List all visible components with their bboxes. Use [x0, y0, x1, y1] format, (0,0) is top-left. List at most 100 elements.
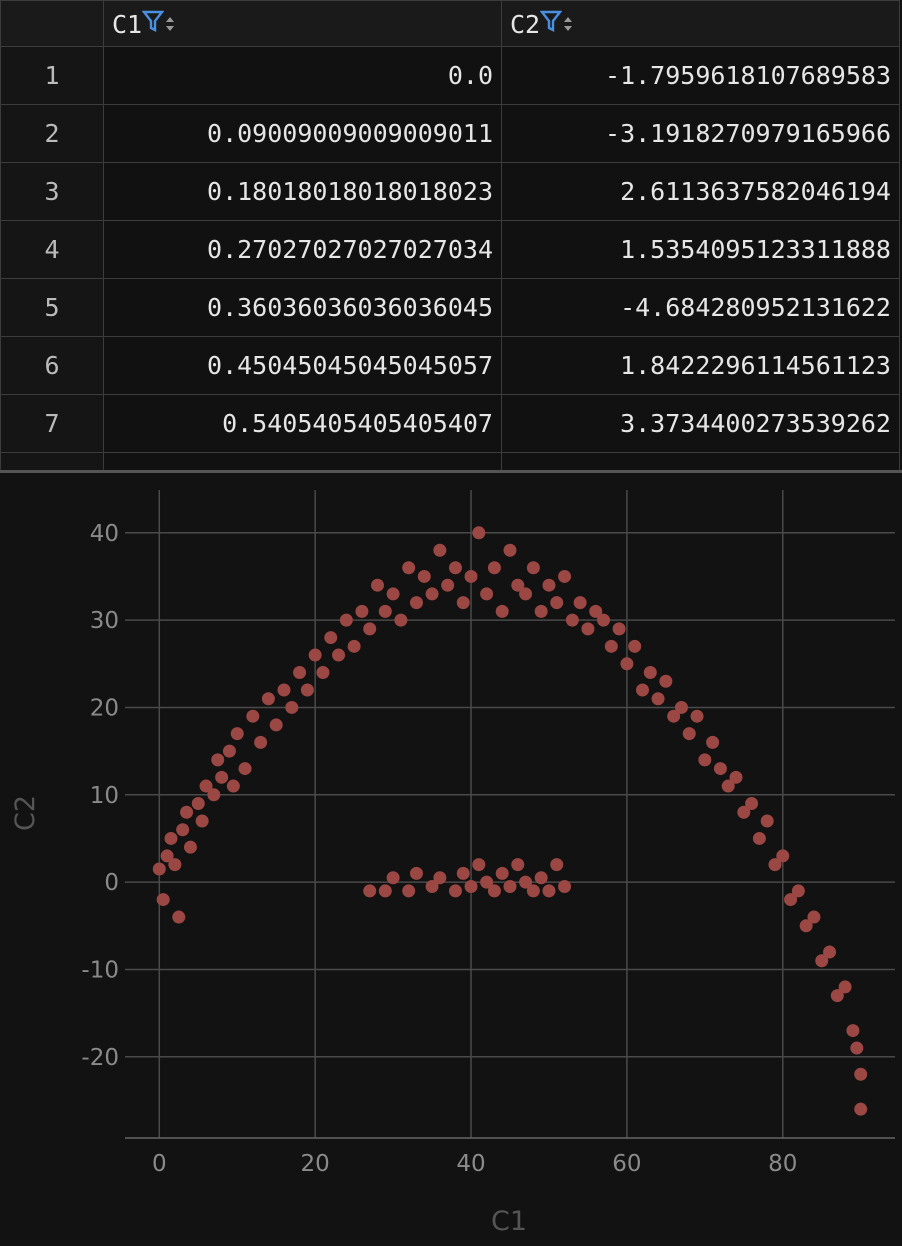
point [409, 866, 423, 880]
y-tick-label: 10 [90, 783, 119, 809]
cell: 1.5354095123311888 [501, 220, 900, 279]
row-index: 1 [0, 46, 104, 105]
header-content: C1 [112, 9, 493, 39]
point [378, 604, 392, 618]
sort-arrows [564, 16, 573, 31]
cell: -1.7959618107689583 [501, 46, 900, 105]
x-tick-label: 40 [456, 1151, 485, 1177]
point [363, 622, 377, 636]
point [417, 569, 431, 583]
point [316, 666, 330, 680]
y-tick-label: 20 [90, 695, 119, 721]
point [261, 692, 275, 706]
point [519, 587, 533, 601]
x-tick-label: 60 [612, 1151, 641, 1177]
point [752, 831, 766, 845]
cell: 2.6113637582046194 [501, 162, 900, 221]
point [371, 578, 385, 592]
point [815, 954, 829, 968]
point [230, 727, 244, 741]
point [409, 596, 423, 610]
point [176, 823, 190, 837]
point [791, 884, 805, 898]
column-header[interactable]: C2 [501, 0, 900, 47]
point [526, 884, 540, 898]
column-name: C1 [112, 9, 143, 39]
filter-icon[interactable] [539, 9, 563, 33]
point [838, 980, 852, 994]
point [425, 587, 439, 601]
point [760, 814, 774, 828]
point [332, 648, 346, 662]
point [168, 858, 182, 872]
cell [501, 452, 900, 470]
point [573, 596, 587, 610]
point [651, 692, 665, 706]
point [674, 700, 688, 714]
point [706, 735, 720, 749]
point [854, 1102, 868, 1116]
point [799, 919, 813, 933]
point [195, 814, 209, 828]
point [542, 884, 556, 898]
point [558, 879, 572, 893]
point [854, 1067, 868, 1081]
y-tick-label: 40 [90, 521, 119, 547]
data-table: C1 C2 1 0.0 -1.7959618107689583 2 0.090090090… [0, 0, 902, 470]
table-row: 3 0.18018018018018023 2.6113637582046194 [0, 162, 900, 221]
cell [103, 452, 502, 470]
table-body: 1 0.0 -1.7959618107689583 2 0.09009009009009… [0, 46, 900, 470]
row-index: 4 [0, 220, 104, 279]
point [254, 735, 268, 749]
cell: 0.09009009009009011 [103, 104, 502, 163]
x-tick-label: 20 [301, 1151, 330, 1177]
column-header[interactable]: C1 [103, 0, 502, 47]
point [191, 797, 205, 811]
cell: 0.27027027027027034 [103, 220, 502, 279]
point [550, 596, 564, 610]
point [222, 744, 236, 758]
table-row: 5 0.36036036036036045 -4.684280952131622 [0, 278, 900, 337]
point [448, 561, 462, 575]
point [745, 797, 759, 811]
point [441, 578, 455, 592]
point [635, 683, 649, 697]
point [776, 849, 790, 863]
y-axis-title: C2 [10, 795, 41, 831]
cell: 0.18018018018018023 [103, 162, 502, 221]
cell [0, 452, 104, 470]
index-header [0, 0, 104, 47]
point [456, 866, 470, 880]
filter-shape [141, 10, 165, 32]
point [152, 862, 166, 876]
filter-shape [539, 10, 563, 32]
point [472, 858, 486, 872]
point [589, 604, 603, 618]
point [355, 604, 369, 618]
chart-background [0, 473, 902, 1246]
point [226, 779, 240, 793]
sort-icon[interactable] [164, 15, 176, 33]
x-tick-label: 0 [152, 1151, 167, 1177]
point [643, 666, 657, 680]
cell: 1.8422296114561123 [501, 336, 900, 395]
filter-icon[interactable] [141, 9, 165, 33]
point [448, 884, 462, 898]
point [784, 893, 798, 907]
point [667, 709, 681, 723]
sort-icon[interactable] [562, 15, 574, 33]
point [456, 596, 470, 610]
scatter-chart: 0 20 40 60 80 -20 -10 0 10 20 30 40 C1 C2 [0, 473, 902, 1246]
row-index: 3 [0, 162, 104, 221]
point [597, 613, 611, 627]
point [269, 718, 283, 732]
x-tick-label: 80 [768, 1151, 797, 1177]
point [550, 858, 564, 872]
table-row: 2 0.09009009009009011 -3.1918270979165966 [0, 104, 900, 163]
point [682, 727, 696, 741]
row-index: 6 [0, 336, 104, 395]
point [277, 683, 291, 697]
point [713, 762, 727, 776]
point [737, 805, 751, 819]
point [480, 875, 494, 889]
